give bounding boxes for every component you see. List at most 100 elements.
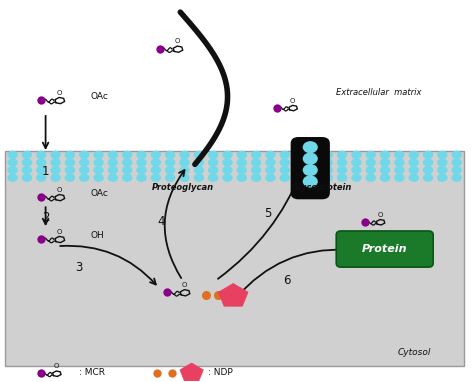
Circle shape bbox=[8, 151, 18, 159]
Text: O: O bbox=[56, 187, 62, 193]
Polygon shape bbox=[219, 283, 248, 306]
Circle shape bbox=[179, 166, 190, 174]
Circle shape bbox=[351, 158, 362, 167]
Circle shape bbox=[237, 151, 247, 159]
Circle shape bbox=[303, 152, 318, 165]
Circle shape bbox=[165, 166, 175, 174]
Circle shape bbox=[423, 158, 433, 167]
Text: Extracellular  matrix: Extracellular matrix bbox=[336, 87, 421, 97]
Text: : NDP: : NDP bbox=[208, 368, 232, 377]
Text: O: O bbox=[377, 212, 383, 218]
Text: Protein: Protein bbox=[362, 244, 408, 254]
Text: OAc: OAc bbox=[91, 189, 109, 198]
Circle shape bbox=[452, 166, 462, 174]
Text: : MCR: : MCR bbox=[79, 368, 105, 377]
Circle shape bbox=[280, 151, 290, 159]
Circle shape bbox=[351, 166, 362, 174]
Text: Proteoglycan: Proteoglycan bbox=[152, 183, 214, 193]
Circle shape bbox=[208, 166, 219, 174]
Circle shape bbox=[79, 173, 90, 182]
Circle shape bbox=[365, 166, 376, 174]
Circle shape bbox=[380, 173, 390, 182]
FancyBboxPatch shape bbox=[336, 231, 433, 267]
FancyBboxPatch shape bbox=[292, 138, 329, 199]
Circle shape bbox=[122, 166, 132, 174]
Circle shape bbox=[237, 166, 247, 174]
Text: 6: 6 bbox=[283, 274, 291, 287]
Circle shape bbox=[137, 173, 147, 182]
Circle shape bbox=[251, 173, 261, 182]
Circle shape bbox=[380, 158, 390, 167]
Circle shape bbox=[423, 151, 433, 159]
Circle shape bbox=[365, 158, 376, 167]
Circle shape bbox=[79, 158, 90, 167]
Circle shape bbox=[222, 166, 233, 174]
Text: 4: 4 bbox=[158, 215, 165, 228]
Polygon shape bbox=[180, 363, 203, 381]
Circle shape bbox=[64, 173, 75, 182]
Circle shape bbox=[208, 158, 219, 167]
Circle shape bbox=[294, 173, 304, 182]
Circle shape bbox=[394, 173, 405, 182]
Circle shape bbox=[294, 166, 304, 174]
Circle shape bbox=[280, 173, 290, 182]
Text: 2: 2 bbox=[42, 211, 49, 224]
Circle shape bbox=[308, 151, 319, 159]
Circle shape bbox=[193, 151, 204, 159]
Circle shape bbox=[122, 158, 132, 167]
Circle shape bbox=[122, 151, 132, 159]
Text: O: O bbox=[56, 90, 62, 96]
Circle shape bbox=[208, 173, 219, 182]
Circle shape bbox=[294, 151, 304, 159]
Circle shape bbox=[93, 166, 104, 174]
Circle shape bbox=[179, 151, 190, 159]
Circle shape bbox=[380, 151, 390, 159]
Circle shape bbox=[409, 173, 419, 182]
Circle shape bbox=[437, 166, 447, 174]
Circle shape bbox=[437, 173, 447, 182]
Circle shape bbox=[151, 158, 161, 167]
Circle shape bbox=[222, 151, 233, 159]
Circle shape bbox=[165, 151, 175, 159]
Circle shape bbox=[323, 158, 333, 167]
Circle shape bbox=[193, 173, 204, 182]
Circle shape bbox=[79, 166, 90, 174]
Circle shape bbox=[265, 158, 276, 167]
Circle shape bbox=[452, 151, 462, 159]
Circle shape bbox=[179, 173, 190, 182]
Circle shape bbox=[8, 166, 18, 174]
Circle shape bbox=[303, 164, 318, 176]
Circle shape bbox=[452, 173, 462, 182]
Circle shape bbox=[64, 166, 75, 174]
Circle shape bbox=[50, 166, 61, 174]
Circle shape bbox=[79, 151, 90, 159]
Circle shape bbox=[265, 166, 276, 174]
Circle shape bbox=[323, 166, 333, 174]
Circle shape bbox=[394, 166, 405, 174]
Circle shape bbox=[265, 151, 276, 159]
Text: Cytosol: Cytosol bbox=[398, 348, 431, 357]
Circle shape bbox=[423, 173, 433, 182]
Circle shape bbox=[409, 166, 419, 174]
Circle shape bbox=[308, 158, 319, 167]
Circle shape bbox=[237, 158, 247, 167]
Circle shape bbox=[8, 158, 18, 167]
Circle shape bbox=[323, 173, 333, 182]
Circle shape bbox=[36, 151, 46, 159]
Circle shape bbox=[93, 173, 104, 182]
Circle shape bbox=[8, 173, 18, 182]
Circle shape bbox=[337, 151, 347, 159]
Circle shape bbox=[36, 173, 46, 182]
Circle shape bbox=[50, 158, 61, 167]
Circle shape bbox=[280, 166, 290, 174]
Circle shape bbox=[337, 158, 347, 167]
Circle shape bbox=[323, 151, 333, 159]
Circle shape bbox=[193, 166, 204, 174]
Circle shape bbox=[351, 151, 362, 159]
Circle shape bbox=[36, 158, 46, 167]
Circle shape bbox=[308, 173, 319, 182]
Circle shape bbox=[237, 173, 247, 182]
Circle shape bbox=[64, 151, 75, 159]
Circle shape bbox=[265, 173, 276, 182]
Circle shape bbox=[409, 151, 419, 159]
